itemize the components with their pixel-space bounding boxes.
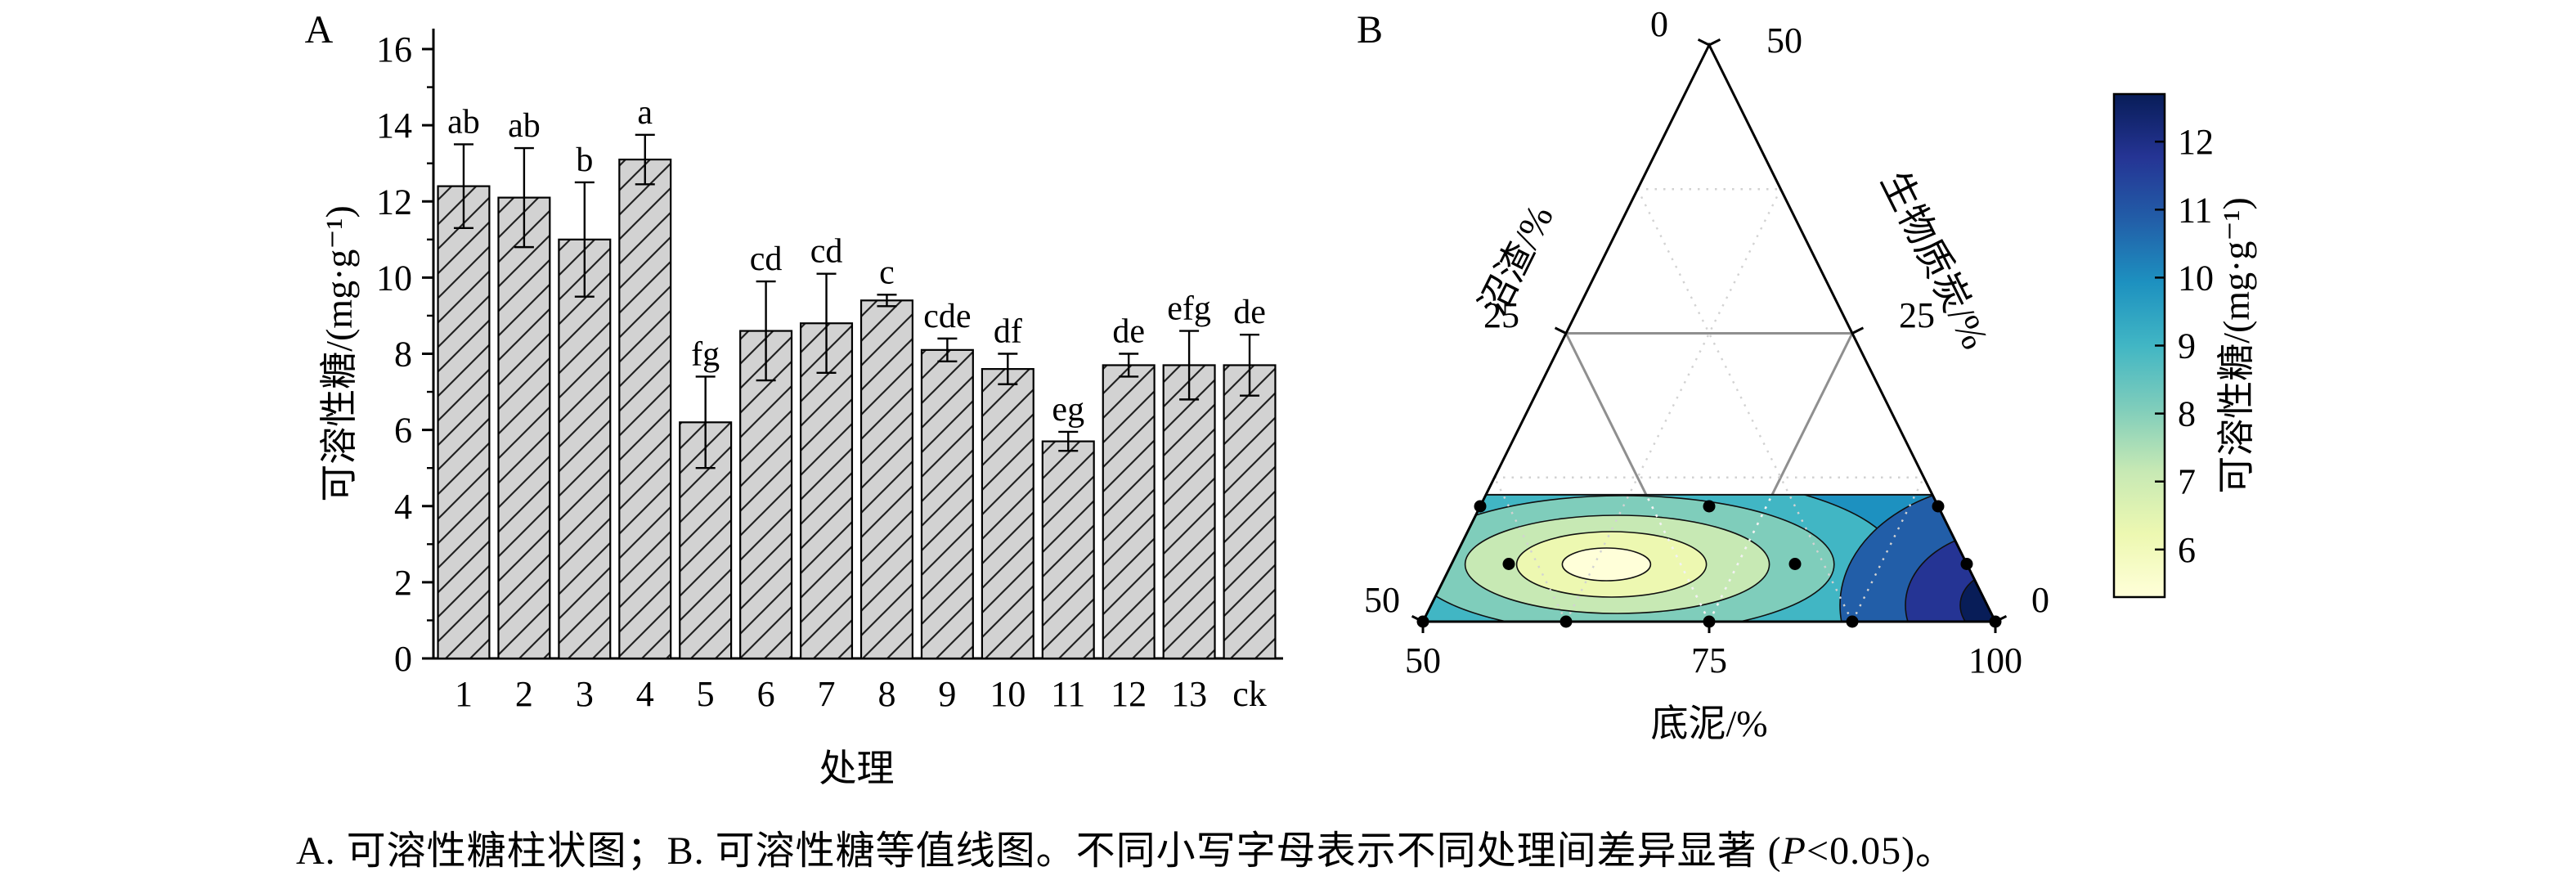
caption-text-1: A. 可溶性糖柱状图；B. 可溶性糖等值线图。不同小写字母表示不同处理间差异显著…	[296, 829, 1782, 873]
sig-letter: df	[994, 313, 1022, 351]
x-tick-label: 6	[757, 674, 775, 714]
bar-12	[1102, 364, 1156, 660]
colorbar-tick-label: 11	[2178, 190, 2212, 230]
figure-caption: A. 可溶性糖柱状图；B. 可溶性糖等值线图。不同小写字母表示不同处理间差异显著…	[296, 818, 1955, 875]
left-axis-title: 沼渣/%	[1471, 199, 1560, 322]
bottom-axis-tick-label: 100	[1968, 640, 2022, 681]
bottom-axis-title: 底泥/%	[1650, 703, 1767, 744]
y-tick-label: 14	[376, 106, 412, 146]
left-axis-tick-mark	[1697, 38, 1710, 47]
right-axis-tick-label: 25	[1899, 295, 1935, 335]
bar-11	[1041, 440, 1095, 660]
caption-pvalue-symbol: P	[1781, 829, 1806, 873]
bar-6	[739, 330, 793, 660]
x-tick-label: 1	[455, 674, 473, 714]
x-tick-label: 7	[818, 674, 836, 714]
design-point	[1502, 558, 1515, 570]
colorbar-tick-label: 8	[2178, 394, 2196, 434]
bar-chart-svg: 0 2 4 6 8 10 12 14 16 可溶性糖/(mg·g⁻¹) ab 1 ab 2 b 3 a 4 fg 5 c…	[305, 8, 1283, 789]
design-point	[1788, 558, 1802, 570]
colorbar-tick-label: 6	[2178, 530, 2196, 570]
sig-letter: cde	[923, 298, 971, 335]
x-tick-label: ck	[1232, 674, 1267, 714]
x-tick-label: 13	[1171, 674, 1207, 714]
x-tick-label: 12	[1111, 674, 1147, 714]
y-tick-label: 4	[394, 487, 412, 527]
left-axis-tick-label: 50	[1364, 580, 1400, 620]
x-tick-label: 10	[990, 674, 1025, 714]
x-tick-label: 8	[877, 674, 895, 714]
sig-letter: ab	[508, 107, 541, 145]
sig-letter: c	[879, 254, 895, 291]
x-tick-label: 4	[636, 674, 654, 714]
left-axis-tick-label: 0	[1650, 4, 1668, 44]
design-point	[1703, 500, 1716, 513]
bottom-axis-tick-label: 50	[1405, 640, 1441, 681]
y-tick-label: 16	[376, 29, 412, 70]
sig-letter: b	[576, 142, 593, 179]
bar-8	[859, 299, 913, 660]
grid-line-dotted	[1636, 188, 1854, 622]
colorbar-tick-label: 7	[2178, 462, 2196, 502]
left-axis-tick-label: 25	[1483, 295, 1519, 335]
bar-ck	[1223, 364, 1277, 660]
x-tick-label: 5	[697, 674, 715, 714]
sig-letter: fg	[691, 335, 720, 373]
bar-3	[558, 238, 612, 660]
x-tick-label: 3	[576, 674, 594, 714]
grid-line-dotted	[1564, 188, 1782, 622]
bar-1	[437, 185, 491, 660]
grid-line-dotted	[1493, 477, 1568, 622]
colorbar-tick-label: 9	[2178, 326, 2196, 366]
colorbar-title: 可溶性糖/(mg·g⁻¹)	[2215, 197, 2257, 494]
x-tick-label: 2	[515, 674, 533, 714]
bottom-axis-tick-label: 75	[1691, 640, 1727, 681]
sig-letter: de	[1233, 294, 1266, 331]
y-tick-label: 0	[394, 639, 412, 679]
contour-ellipse	[1561, 547, 1652, 582]
bar-2	[497, 196, 551, 660]
x-tick-label: 11	[1051, 674, 1085, 714]
bar-4	[618, 158, 672, 660]
contour-band	[1423, 494, 1995, 622]
contour-ellipse	[1839, 494, 1995, 622]
bar-9	[920, 348, 974, 660]
caption-text-2: <0.05)。	[1806, 829, 1956, 873]
sig-letter: cd	[810, 233, 843, 271]
left-axis-tick-mark	[1411, 614, 1424, 623]
panel-b-ternary-contour: 0 25 50 50 25 0 50 75 100 底泥/% 沼渣/% 生物质炭/% B 6 7 8 9 10 11…	[1308, 0, 2576, 818]
colorbar-tick-label: 12	[2178, 122, 2214, 162]
y-tick-label: 10	[376, 258, 412, 298]
x-tick-label: 9	[938, 674, 956, 714]
sig-letter: a	[637, 94, 653, 132]
y-tick-label: 6	[394, 411, 412, 451]
contour-ellipse	[1905, 529, 1995, 622]
y-tick-label: 12	[376, 182, 412, 222]
right-axis-tick-mark	[1995, 614, 2008, 623]
y-tick-label: 2	[394, 563, 412, 603]
left-axis-tick-mark	[1554, 326, 1567, 335]
y-tick-label: 8	[394, 335, 412, 375]
panel-a-bar-chart: 0 2 4 6 8 10 12 14 16 可溶性糖/(mg·g⁻¹) ab 1 ab 2 b 3 a 4 fg 5 c…	[0, 0, 1308, 818]
panel-a-label: A	[305, 8, 334, 52]
right-axis-tick-mark	[1851, 326, 1865, 335]
sig-letter: ab	[447, 103, 480, 141]
panel-b-label: B	[1357, 8, 1383, 52]
x-axis-title: 处理	[819, 748, 895, 789]
right-axis-tick-label: 50	[1766, 20, 1802, 61]
bar-10	[981, 368, 1034, 660]
sig-letter: cd	[750, 240, 783, 278]
sig-letter: efg	[1167, 290, 1211, 328]
right-axis-tick-label: 0	[2031, 580, 2049, 620]
colorbar-tick-label: 10	[2178, 258, 2214, 298]
sig-letter: de	[1112, 313, 1145, 351]
sig-letter: eg	[1052, 391, 1084, 429]
bar-13	[1162, 364, 1216, 660]
right-axis-tick-mark	[1708, 38, 1721, 47]
grid-line-dotted	[1851, 477, 1925, 622]
y-axis-title: 可溶性糖/(mg·g⁻¹)	[318, 205, 360, 502]
